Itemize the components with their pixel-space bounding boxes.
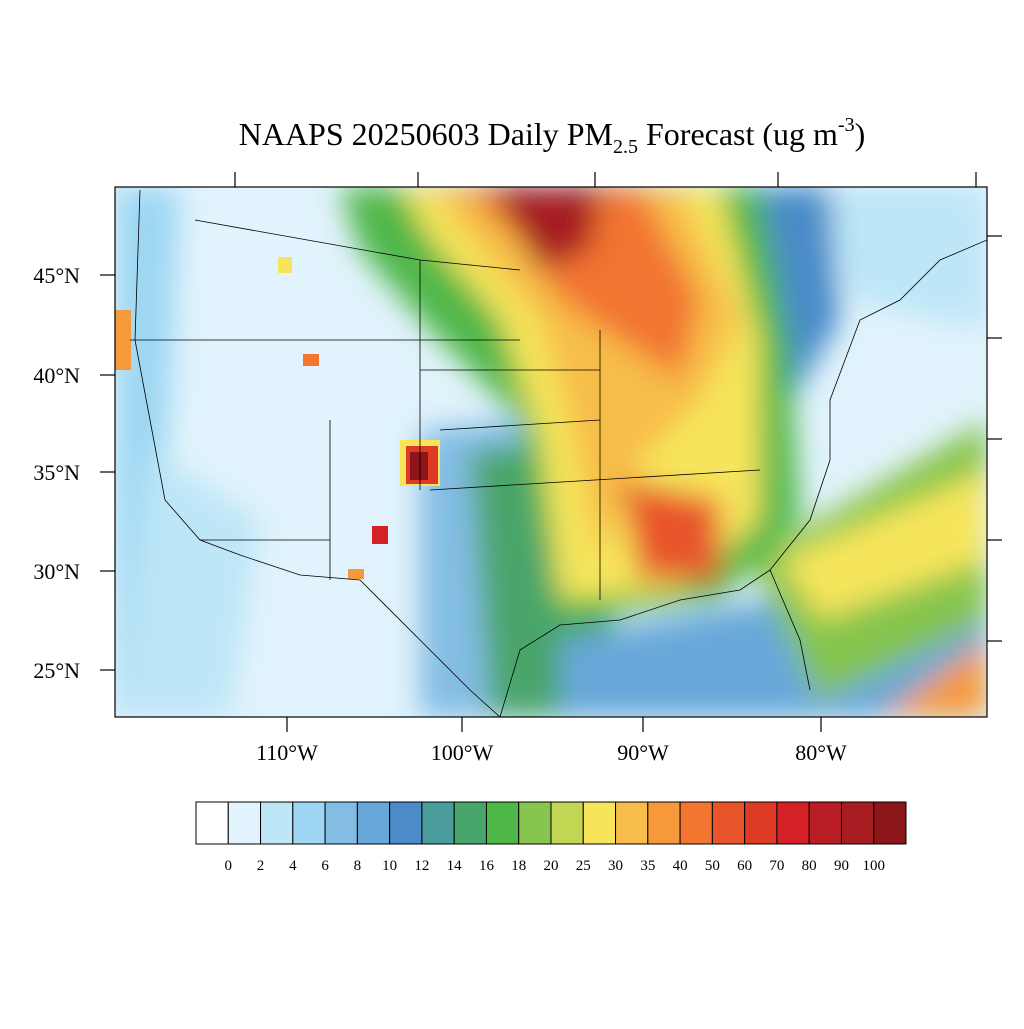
- colorbar-label: 16: [479, 858, 495, 874]
- axis-ticks: [100, 172, 1002, 732]
- colorbar-label: 100: [862, 858, 885, 874]
- colorbar-box: [260, 801, 294, 845]
- colorbar: 0 2 4 6 8 10 12 14 16 18 20 25 30 35 40 50 60 70 80 90 100: [195, 801, 907, 874]
- colorbar-label: 14: [447, 858, 463, 874]
- lon-label: 90°W: [617, 740, 669, 765]
- title-subscript: 2.5: [613, 136, 638, 158]
- colorbar-label: 40: [673, 858, 688, 874]
- colorbar-label: 0: [225, 858, 233, 874]
- colorbar-box: [485, 801, 520, 845]
- colorbar-box: [840, 801, 875, 845]
- lon-label: 100°W: [431, 740, 494, 765]
- lat-label: 30°N: [33, 559, 80, 584]
- title: NAAPS 20250603 Daily PM2.5 Forecast (ug …: [239, 114, 866, 158]
- colorbar-box: [711, 801, 746, 845]
- colorbar-box: [873, 801, 907, 845]
- colorbar-box: [292, 801, 326, 845]
- colorbar-box: [356, 801, 391, 845]
- colorbar-box: [453, 801, 487, 845]
- lat-label: 25°N: [33, 658, 80, 683]
- colorbar-label: 18: [511, 858, 526, 874]
- title-text: Forecast (ug m: [638, 116, 838, 152]
- colorbar-label: 20: [544, 858, 559, 874]
- title-superscript: -3: [838, 114, 855, 136]
- colorbar-box: [744, 801, 778, 845]
- colorbar-label: 10: [382, 858, 397, 874]
- colorbar-label: 30: [608, 858, 623, 874]
- colorbar-box: [647, 801, 681, 845]
- lat-label: 35°N: [33, 460, 80, 485]
- colorbar-label: 12: [414, 858, 429, 874]
- title-text: ): [855, 116, 866, 152]
- colorbar-box: [582, 801, 617, 845]
- colorbar-label: 8: [354, 858, 362, 874]
- colorbar-label: 4: [289, 858, 297, 874]
- colorbar-label: 80: [802, 858, 817, 874]
- title-text: NAAPS 20250603 Daily PM: [239, 116, 613, 152]
- colorbar-label: 90: [834, 858, 849, 874]
- colorbar-box: [679, 801, 713, 845]
- colorbar-box: [421, 801, 455, 845]
- colorbar-label: 35: [640, 858, 655, 874]
- colorbar-box: [324, 801, 358, 845]
- lon-label: 80°W: [795, 740, 847, 765]
- colorbar-box: [808, 801, 842, 845]
- colorbar-label: 2: [257, 858, 265, 874]
- lat-label: 40°N: [33, 363, 80, 388]
- lon-label: 110°W: [256, 740, 318, 765]
- boundaries: [130, 189, 987, 717]
- colorbar-box: [615, 801, 649, 845]
- colorbar-box: [776, 801, 810, 845]
- colorbar-box: [227, 801, 262, 845]
- lat-label: 45°N: [33, 263, 80, 288]
- colorbar-box: [518, 801, 552, 845]
- colorbar-label: 50: [705, 858, 720, 874]
- colorbar-box: [389, 801, 423, 845]
- colorbar-label: 60: [737, 858, 752, 874]
- colorbar-label: 25: [576, 858, 591, 874]
- colorbar-box: [195, 801, 229, 845]
- colorbar-label: 70: [769, 858, 784, 874]
- colorbar-label: 6: [321, 858, 329, 874]
- pm25-field: [115, 187, 987, 717]
- colorbar-box: [550, 801, 584, 845]
- map-frame: [114, 186, 988, 718]
